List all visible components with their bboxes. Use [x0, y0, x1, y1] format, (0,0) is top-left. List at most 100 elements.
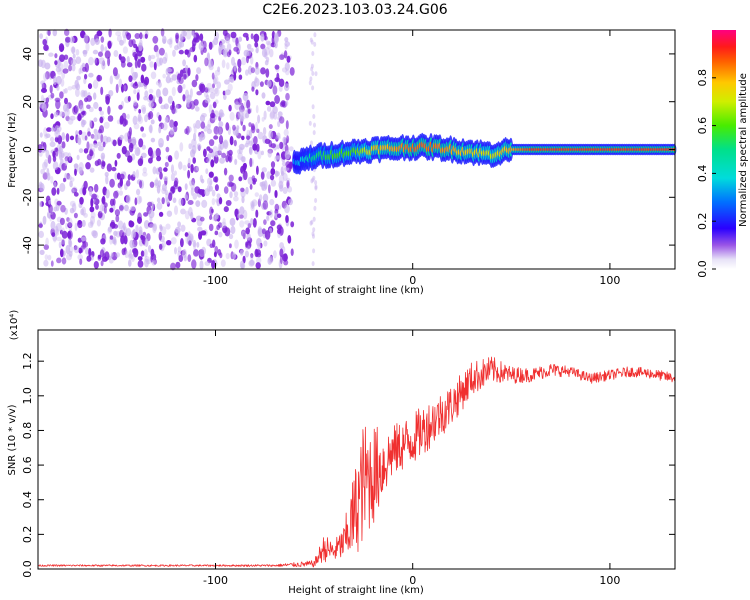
- noise-cell: [94, 183, 99, 193]
- noise-cell: [78, 166, 83, 175]
- noise-cell: [53, 181, 57, 189]
- noise-cell: [193, 54, 198, 63]
- noise-cell: [60, 78, 65, 87]
- noise-cell: [262, 193, 269, 203]
- noise-cell: [98, 51, 103, 57]
- noise-cell: [115, 31, 122, 37]
- noise-cell: [229, 243, 232, 249]
- noise-cell: [272, 85, 278, 95]
- colorbar-tick-label: 0.2: [696, 212, 709, 230]
- noise-cell: [251, 201, 255, 209]
- noise-cell: [90, 220, 94, 227]
- noise-cell: [266, 79, 272, 88]
- noise-cell: [285, 100, 289, 107]
- noise-cell: [185, 30, 192, 40]
- x-tick-label: 0: [409, 274, 416, 287]
- noise-cell: [239, 260, 245, 269]
- noise-cell: [214, 151, 219, 158]
- noise-cell: [141, 63, 147, 72]
- noise-cell: [234, 98, 240, 105]
- noise-cell: [212, 101, 217, 109]
- noise-cell: [241, 56, 247, 66]
- noise-cell: [261, 117, 265, 122]
- noise-cell: [90, 215, 95, 225]
- noise-cell: [68, 175, 72, 181]
- noise-cell: [233, 191, 239, 197]
- noise-cell: [63, 54, 69, 60]
- noise-cell: [56, 200, 62, 206]
- noise-cell: [223, 186, 229, 194]
- noise-cell: [63, 104, 68, 112]
- noise-cell: [56, 236, 62, 242]
- y-tick-label: 0.6: [21, 456, 34, 474]
- noise-cell: [220, 44, 226, 50]
- noise-cell: [117, 220, 124, 230]
- noise-cell: [79, 105, 84, 112]
- noise-cell: [180, 30, 186, 40]
- noise-cell: [39, 33, 43, 39]
- noise-cell: [50, 113, 54, 120]
- noise-cell: [213, 176, 218, 183]
- noise-cell: [190, 181, 195, 191]
- noise-cell: [139, 180, 143, 189]
- noise-cell: [39, 249, 45, 255]
- noise-cell: [128, 220, 135, 228]
- noise-cell: [149, 216, 153, 222]
- noise-cell: [240, 187, 245, 193]
- noise-cell: [212, 239, 216, 248]
- noise-cell: [267, 148, 274, 154]
- noise-cell: [312, 216, 316, 222]
- noise-cell: [217, 143, 222, 151]
- noise-cell: [65, 133, 70, 143]
- noise-cell: [198, 134, 203, 142]
- noise-cell: [234, 239, 239, 249]
- noise-cell: [250, 218, 254, 226]
- noise-cell: [148, 245, 152, 253]
- noise-cell: [137, 216, 142, 224]
- noise-cell: [110, 252, 114, 258]
- noise-cell: [282, 173, 288, 181]
- noise-cell: [260, 67, 266, 75]
- noise-cell: [49, 206, 54, 215]
- noise-cell: [260, 171, 265, 180]
- noise-cell: [119, 115, 124, 125]
- noise-cell: [227, 83, 233, 92]
- noise-cell: [174, 247, 177, 255]
- noise-cell: [120, 83, 125, 93]
- noise-cell: [134, 71, 139, 79]
- noise-cell: [148, 125, 153, 133]
- colorbar-gradient: [712, 30, 736, 269]
- noise-cell: [50, 136, 54, 143]
- noise-cell: [187, 254, 192, 262]
- noise-cell: [284, 83, 290, 92]
- noise-cell: [233, 46, 239, 52]
- noise-cell: [309, 76, 313, 82]
- noise-cell: [100, 260, 104, 267]
- noise-cell: [89, 119, 92, 128]
- noise-cell: [54, 111, 59, 118]
- noise-cell: [183, 73, 187, 80]
- noise-cell: [238, 110, 244, 120]
- colorbar-tick-label: 0.4: [696, 165, 709, 183]
- noise-cell: [182, 59, 187, 67]
- noise-cell: [171, 86, 176, 97]
- noise-cell: [120, 235, 125, 245]
- noise-cell: [284, 150, 291, 160]
- noise-cell: [140, 56, 146, 63]
- noise-cell: [237, 58, 242, 68]
- noise-cell: [208, 104, 213, 114]
- noise-cell: [212, 83, 215, 89]
- noise-cell: [173, 120, 178, 127]
- noise-cell: [214, 230, 219, 236]
- noise-cell: [136, 188, 141, 196]
- noise-cell: [127, 95, 131, 102]
- noise-cell: [182, 164, 187, 171]
- noise-cell: [138, 109, 142, 114]
- noise-cell: [74, 168, 77, 176]
- noise-cell: [175, 103, 182, 109]
- noise-cell: [90, 198, 94, 208]
- noise-cell: [234, 158, 238, 165]
- noise-cell: [96, 30, 103, 37]
- noise-cell: [228, 104, 232, 112]
- noise-cell: [52, 150, 56, 158]
